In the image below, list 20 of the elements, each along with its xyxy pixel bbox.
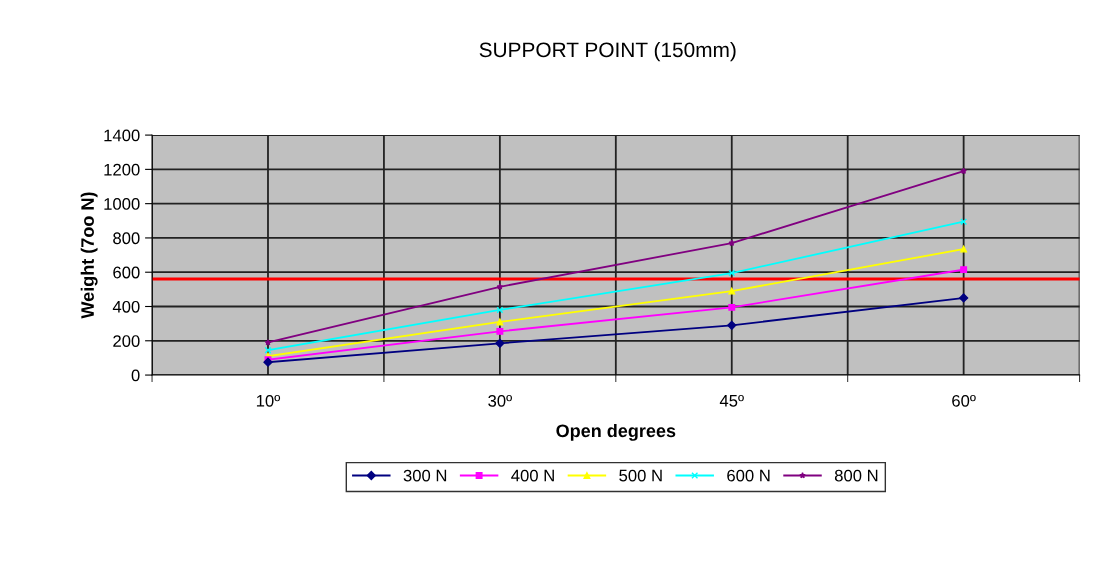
- x-tick-label: 10º: [256, 394, 281, 407]
- y-tick-label: 1200: [104, 163, 140, 176]
- y-tick-label: 200: [113, 335, 140, 347]
- y-tick-label: 0: [131, 369, 140, 382]
- y-tick-label: 400: [112, 300, 140, 313]
- y-tick-label: 800: [113, 232, 140, 245]
- x-tick-label: 30º: [488, 394, 512, 407]
- legend-label: 300 N: [403, 469, 447, 482]
- x-tick-label: 60º: [952, 394, 976, 407]
- x-tick-label: 45º: [719, 394, 744, 407]
- legend-label: 400 N: [511, 469, 554, 482]
- legend-label: 500 N: [619, 469, 662, 482]
- y-tick-label: 1400: [104, 129, 140, 142]
- y-tick-label: 600: [113, 266, 140, 279]
- x-axis-title: Open degrees: [556, 423, 676, 441]
- legend-label: 600 N: [727, 469, 770, 482]
- chart-title: SUPPORT POINT (150mm): [479, 41, 736, 62]
- legend-label: 800 N: [834, 469, 878, 482]
- y-axis-title: Weight (7oo N): [80, 192, 98, 319]
- y-tick-label: 1000: [104, 198, 140, 210]
